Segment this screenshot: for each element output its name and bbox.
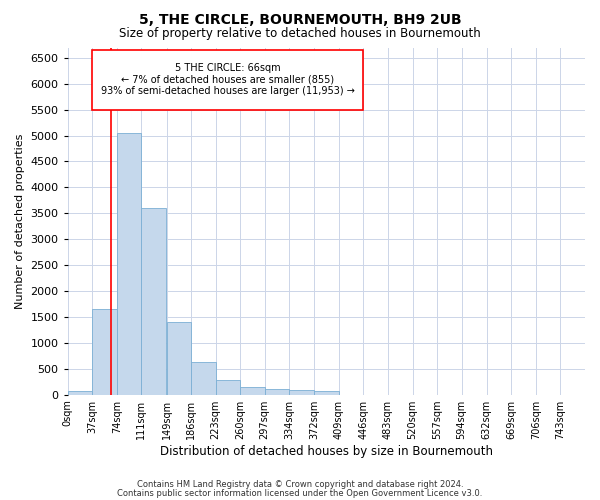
- Text: Contains public sector information licensed under the Open Government Licence v3: Contains public sector information licen…: [118, 488, 482, 498]
- Bar: [215, 380, 240, 394]
- Text: Size of property relative to detached houses in Bournemouth: Size of property relative to detached ho…: [119, 28, 481, 40]
- Bar: [289, 390, 314, 394]
- Bar: [117, 133, 142, 394]
- X-axis label: Distribution of detached houses by size in Bournemouth: Distribution of detached houses by size …: [160, 444, 493, 458]
- Bar: [191, 362, 215, 394]
- Bar: [314, 392, 339, 394]
- Bar: [68, 392, 92, 394]
- Bar: [240, 388, 265, 394]
- Bar: [167, 322, 191, 394]
- Y-axis label: Number of detached properties: Number of detached properties: [15, 134, 25, 308]
- Text: 5 THE CIRCLE: 66sqm
← 7% of detached houses are smaller (855)
93% of semi-detach: 5 THE CIRCLE: 66sqm ← 7% of detached hou…: [101, 64, 355, 96]
- Bar: [265, 390, 289, 394]
- FancyBboxPatch shape: [92, 50, 364, 110]
- Bar: [92, 309, 117, 394]
- Bar: [142, 208, 166, 394]
- Text: Contains HM Land Registry data © Crown copyright and database right 2024.: Contains HM Land Registry data © Crown c…: [137, 480, 463, 489]
- Text: 5, THE CIRCLE, BOURNEMOUTH, BH9 2UB: 5, THE CIRCLE, BOURNEMOUTH, BH9 2UB: [139, 12, 461, 26]
